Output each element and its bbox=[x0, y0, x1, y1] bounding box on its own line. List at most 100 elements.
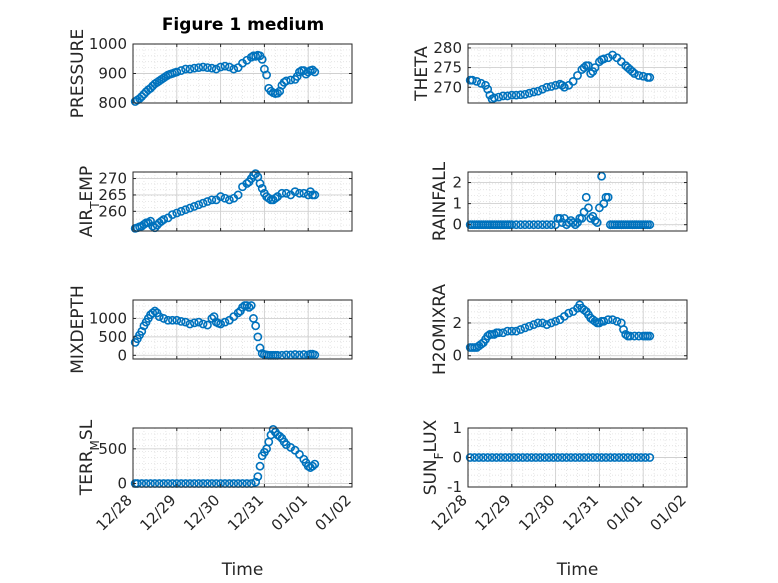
x-tick-label: 12/30 bbox=[180, 491, 223, 534]
data-point bbox=[614, 453, 624, 462]
data-point bbox=[601, 453, 611, 462]
data-point bbox=[542, 82, 552, 92]
data-point bbox=[281, 76, 291, 86]
data-point bbox=[568, 218, 578, 227]
data-point bbox=[597, 453, 606, 462]
data-point bbox=[487, 453, 497, 462]
data-point bbox=[255, 179, 265, 188]
data-point bbox=[555, 213, 565, 223]
data-point bbox=[292, 72, 302, 81]
data-point bbox=[181, 205, 190, 215]
data-point bbox=[233, 308, 243, 318]
data-point bbox=[619, 453, 628, 462]
data-point bbox=[242, 179, 252, 188]
data-point bbox=[612, 316, 622, 326]
data-point bbox=[507, 326, 517, 336]
data-point bbox=[281, 188, 291, 198]
data-point bbox=[472, 76, 482, 86]
data-point bbox=[139, 220, 149, 229]
data-point bbox=[194, 63, 204, 72]
data-point bbox=[198, 319, 208, 329]
data-point bbox=[146, 216, 155, 226]
data-point bbox=[154, 312, 164, 321]
data-point bbox=[632, 453, 642, 462]
data-point bbox=[542, 320, 552, 329]
data-point bbox=[189, 63, 199, 73]
data-point bbox=[500, 453, 510, 462]
data-point bbox=[579, 453, 589, 462]
data-point bbox=[216, 62, 225, 72]
data-point bbox=[262, 70, 271, 80]
x-axis-label: Time bbox=[556, 560, 599, 580]
data-point bbox=[645, 73, 655, 82]
data-point bbox=[511, 90, 521, 100]
data-point bbox=[538, 84, 547, 94]
data-point bbox=[619, 325, 628, 334]
data-point bbox=[494, 328, 504, 338]
data-point bbox=[621, 330, 631, 339]
data-point bbox=[522, 453, 532, 462]
data-point bbox=[211, 64, 221, 74]
data-point bbox=[498, 91, 508, 101]
data-point bbox=[549, 453, 558, 462]
data-point bbox=[220, 61, 230, 71]
data-point bbox=[595, 318, 604, 328]
axes-box bbox=[467, 299, 688, 360]
data-point bbox=[503, 326, 512, 336]
data-point bbox=[286, 75, 296, 85]
data-point bbox=[467, 75, 477, 85]
y-tick-label: -1 bbox=[447, 478, 462, 496]
y-tick-label: 1 bbox=[452, 419, 462, 437]
data-point bbox=[139, 89, 149, 99]
data-point bbox=[185, 319, 195, 329]
data-point bbox=[185, 203, 195, 213]
y-tick-label: 275 bbox=[433, 59, 462, 77]
data-point bbox=[242, 301, 252, 310]
data-point bbox=[498, 328, 508, 338]
y-tick-label: 900 bbox=[98, 65, 127, 83]
data-point bbox=[257, 54, 267, 64]
y-axis-label: MIXDEPTH bbox=[68, 285, 88, 374]
x-tick-label: 01/02 bbox=[647, 491, 690, 534]
y-tick-label: 0 bbox=[452, 347, 462, 365]
x-tick-label: 01/02 bbox=[312, 491, 355, 534]
data-point bbox=[489, 330, 499, 339]
axes-box bbox=[132, 427, 353, 488]
axes-box bbox=[132, 171, 353, 232]
data-point bbox=[308, 65, 317, 75]
data-point bbox=[570, 453, 580, 462]
data-point bbox=[538, 220, 547, 230]
data-point bbox=[168, 210, 177, 220]
data-point bbox=[520, 220, 530, 230]
data-point bbox=[645, 331, 655, 341]
data-point bbox=[203, 197, 212, 206]
data-point bbox=[310, 459, 320, 469]
data-point bbox=[509, 453, 519, 462]
data-point bbox=[533, 86, 543, 96]
data-point bbox=[627, 453, 637, 462]
y-tick-label: 2 bbox=[452, 314, 462, 332]
data-point bbox=[531, 453, 541, 462]
y-tick-label: 1000 bbox=[89, 309, 127, 327]
data-point bbox=[253, 472, 263, 481]
y-tick-label: 500 bbox=[98, 440, 127, 458]
data-point bbox=[255, 343, 265, 353]
x-tick-label: 01/01 bbox=[268, 491, 311, 534]
data-point bbox=[586, 69, 596, 78]
data-point bbox=[478, 453, 488, 462]
data-point bbox=[559, 82, 569, 92]
data-point bbox=[148, 308, 158, 318]
data-point bbox=[584, 203, 593, 213]
data-point bbox=[494, 92, 504, 102]
data-point bbox=[207, 63, 217, 73]
y-axis-label: PRESSURE bbox=[68, 29, 88, 118]
data-point bbox=[564, 308, 574, 318]
data-point bbox=[573, 71, 582, 80]
data-point bbox=[137, 92, 147, 101]
y-tick-label: 2 bbox=[452, 174, 462, 192]
x-tick-label: 12/29 bbox=[136, 491, 179, 534]
data-point bbox=[546, 82, 556, 91]
data-point bbox=[592, 218, 602, 227]
